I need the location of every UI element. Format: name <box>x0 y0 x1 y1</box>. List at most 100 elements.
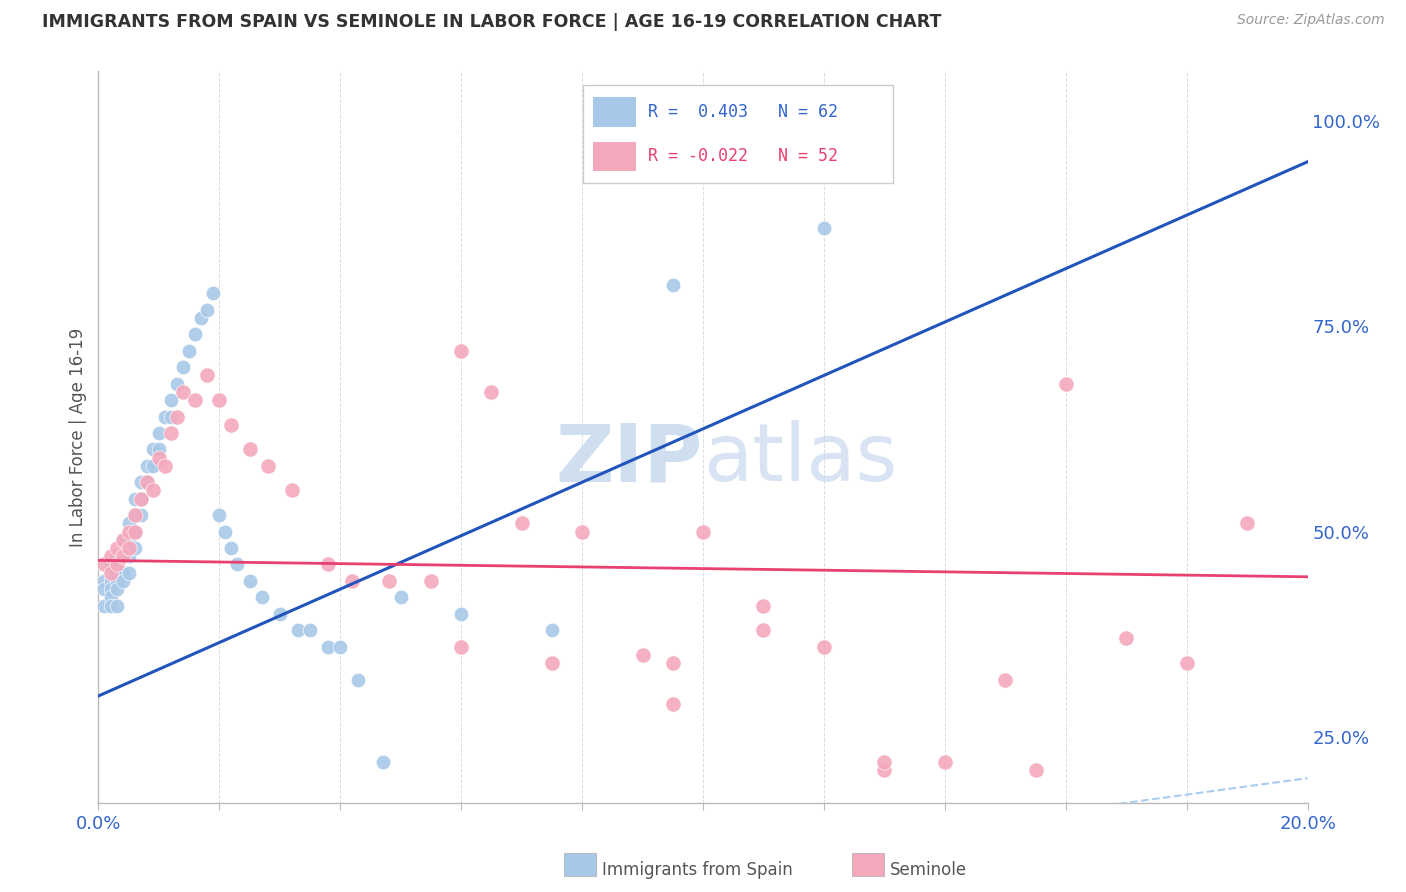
Point <box>135 458 157 473</box>
Point <box>214 524 236 539</box>
Text: IMMIGRANTS FROM SPAIN VS SEMINOLE IN LABOR FORCE | AGE 16-19 CORRELATION CHART: IMMIGRANTS FROM SPAIN VS SEMINOLE IN LAB… <box>42 13 942 31</box>
Point <box>342 574 364 588</box>
Text: Immigrants from Spain: Immigrants from Spain <box>602 861 793 879</box>
Bar <box>593 97 636 127</box>
Point <box>153 458 176 473</box>
Point <box>100 582 122 596</box>
Point <box>105 582 128 596</box>
Point <box>934 755 956 769</box>
Point <box>100 574 122 588</box>
Point <box>148 442 170 457</box>
Point <box>195 368 218 383</box>
Point <box>100 566 122 580</box>
Point <box>371 755 394 769</box>
Point <box>160 393 183 408</box>
Point <box>752 624 775 638</box>
Bar <box>852 853 884 876</box>
Point <box>118 549 141 564</box>
Bar <box>593 142 636 171</box>
Point <box>221 541 243 555</box>
Point <box>481 384 503 399</box>
Text: R =  0.403   N = 62: R = 0.403 N = 62 <box>648 103 838 121</box>
Point <box>662 278 685 293</box>
Point <box>172 360 194 375</box>
Point <box>105 549 128 564</box>
Point <box>347 673 370 687</box>
Point <box>111 549 134 564</box>
Point <box>105 541 128 555</box>
Point <box>93 574 115 588</box>
Point <box>111 566 134 580</box>
Point <box>124 524 146 539</box>
Point <box>450 343 472 358</box>
Point <box>142 458 165 473</box>
Point <box>118 541 141 555</box>
Point <box>1175 656 1198 670</box>
Point <box>166 376 188 391</box>
Point <box>105 574 128 588</box>
Point <box>135 475 157 490</box>
Point <box>124 491 146 506</box>
Point <box>100 591 122 605</box>
Point <box>111 533 134 547</box>
Text: R = -0.022   N = 52: R = -0.022 N = 52 <box>648 147 838 165</box>
Point <box>118 533 141 547</box>
Point <box>129 475 152 490</box>
Point <box>662 656 685 670</box>
Point <box>118 566 141 580</box>
Point <box>571 524 593 539</box>
Point <box>208 393 231 408</box>
Point <box>124 541 146 555</box>
Point <box>1024 763 1046 777</box>
Point <box>93 582 115 596</box>
Point <box>111 574 134 588</box>
Point <box>118 516 141 531</box>
Point <box>813 640 835 654</box>
Point <box>226 558 249 572</box>
Point <box>129 491 152 506</box>
Point <box>124 508 146 523</box>
Point <box>420 574 443 588</box>
Point <box>256 458 278 473</box>
Text: atlas: atlas <box>703 420 897 498</box>
Point <box>692 524 714 539</box>
Text: Source: ZipAtlas.com: Source: ZipAtlas.com <box>1237 13 1385 28</box>
Point <box>389 591 412 605</box>
Point <box>662 697 685 711</box>
Point <box>184 327 207 342</box>
Point <box>160 409 183 424</box>
Point <box>190 310 212 325</box>
Point <box>142 442 165 457</box>
Point <box>129 508 152 523</box>
Point <box>813 220 835 235</box>
Point <box>208 508 231 523</box>
FancyBboxPatch shape <box>583 85 893 183</box>
Point <box>172 384 194 399</box>
Point <box>118 524 141 539</box>
Point <box>281 483 304 498</box>
Point <box>631 648 654 662</box>
Point <box>377 574 399 588</box>
Point <box>105 566 128 580</box>
Point <box>148 425 170 440</box>
Point <box>195 302 218 317</box>
Point <box>179 343 201 358</box>
Point <box>540 656 562 670</box>
Point <box>100 549 122 564</box>
Point <box>316 558 339 572</box>
Point <box>450 607 472 621</box>
Point <box>135 475 157 490</box>
Point <box>129 491 152 506</box>
Point <box>329 640 352 654</box>
Point <box>93 599 115 613</box>
Bar <box>564 853 596 876</box>
Point <box>124 524 146 539</box>
Point <box>994 673 1017 687</box>
Point <box>1236 516 1258 531</box>
Point <box>873 763 896 777</box>
Point <box>105 558 128 572</box>
Point <box>752 599 775 613</box>
Point <box>316 640 339 654</box>
Point <box>142 483 165 498</box>
Point <box>221 417 243 432</box>
